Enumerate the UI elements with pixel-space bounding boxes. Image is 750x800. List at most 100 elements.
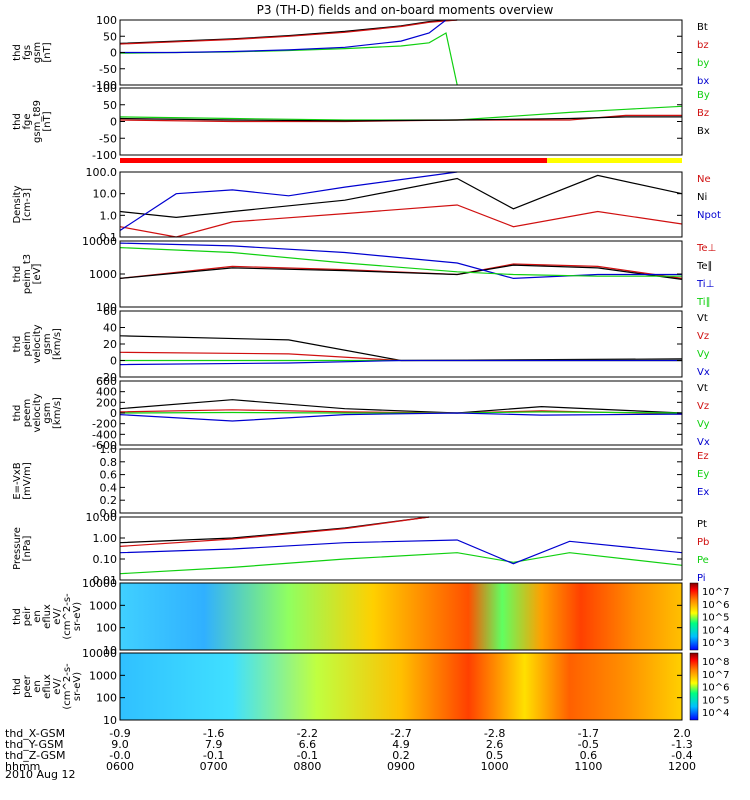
legend-entry: Vt xyxy=(697,313,708,324)
legend-entry: Npot xyxy=(697,210,721,221)
y-tick-label: 0.01 xyxy=(93,574,118,587)
xaxis-value: -0.1 xyxy=(203,749,224,762)
series-line xyxy=(119,412,683,422)
y-tick-label: 0 xyxy=(110,47,117,60)
panel-ylabel: E=-VxB xyxy=(12,462,23,499)
series-line xyxy=(119,171,458,232)
y-tick-label: 0.8 xyxy=(100,456,118,469)
y-tick-label: 10 xyxy=(103,644,117,657)
xaxis-value: -0.9 xyxy=(109,727,130,740)
xaxis-value: 4.9 xyxy=(392,738,410,751)
panel-ylabel: peir xyxy=(22,606,33,626)
y-tick-label: 0.2 xyxy=(100,494,118,507)
panel-ylabel: [km/s] xyxy=(52,328,63,360)
legend-entry: Te∥ xyxy=(696,261,713,272)
y-tick-label: 0 xyxy=(110,407,117,420)
legend-entry: Ez xyxy=(697,451,709,462)
panel-ylabel: thd xyxy=(12,608,23,625)
legend-entry: Bt xyxy=(697,22,708,33)
panel-ylabel: [km/s] xyxy=(52,397,63,429)
legend-entry: Ne xyxy=(697,174,711,185)
panel-frame xyxy=(119,171,683,238)
panel-ylabel: velocity xyxy=(32,324,43,363)
legend-entry: Pe xyxy=(697,555,709,566)
colorbar xyxy=(689,652,699,721)
colorbar-tick-label: 10^6 xyxy=(702,600,729,611)
panel-ylabel: thd xyxy=(12,44,23,61)
series-line xyxy=(119,19,458,45)
legend-entry: Vz xyxy=(697,331,709,342)
panel-ylabel: (cm^2-s- xyxy=(62,593,73,640)
legend-entry: Ni xyxy=(697,192,707,203)
colorbar-tick-label: 10^7 xyxy=(702,670,729,681)
panel-ylabel: peim_t3 xyxy=(22,254,33,294)
panel-ylabel: sr-eV) xyxy=(72,672,83,701)
series-line xyxy=(119,242,682,280)
panel-ylabel: [eV] xyxy=(32,264,43,285)
xaxis-value: 1100 xyxy=(574,760,602,773)
date-label: 2010 Aug 12 xyxy=(5,768,75,781)
colorbar-tick-label: 10^5 xyxy=(702,695,729,706)
spectrogram xyxy=(120,653,682,720)
legend-entry: Ey xyxy=(697,469,709,480)
panel-ylabel: fge xyxy=(22,113,33,129)
y-tick-label: 1000 xyxy=(89,599,117,612)
series-line xyxy=(119,264,683,280)
panel-ylabel: thd xyxy=(12,336,23,353)
panel-ylabel: thd xyxy=(12,678,23,695)
y-tick-label: 10000 xyxy=(82,577,117,590)
y-tick-label: 100 xyxy=(96,301,117,314)
spectrogram xyxy=(120,583,682,650)
y-tick-label: 10 xyxy=(103,714,117,727)
y-tick-label: -20 xyxy=(99,371,117,384)
panel-ylabel: [cm-3] xyxy=(22,188,33,221)
panel-ylabel: eV/ xyxy=(52,608,63,625)
panel-ylabel: gsm xyxy=(42,333,53,354)
panel-ylabel: [nPa] xyxy=(22,535,33,561)
legend-entry: Te⊥ xyxy=(696,243,716,254)
xaxis-value: -2.2 xyxy=(297,727,318,740)
y-tick-label: 0 xyxy=(110,355,117,368)
y-tick-label: 0.10 xyxy=(93,553,118,566)
legend-entry: Bx xyxy=(697,126,710,137)
panel-frame xyxy=(119,582,683,651)
panel-ylabel: peer xyxy=(22,674,33,698)
legend-entry: Vy xyxy=(697,419,710,430)
mode-bar-red xyxy=(120,158,548,163)
xaxis-row-label: thd_X-GSM xyxy=(5,727,65,740)
panel-frame xyxy=(119,516,683,581)
series-line xyxy=(119,399,683,414)
y-tick-label: -400 xyxy=(92,428,117,441)
legend-entry: bx xyxy=(697,76,709,87)
y-tick-label: 100 xyxy=(96,622,117,635)
legend-entry: Vz xyxy=(697,401,709,412)
legend-entry: Vt xyxy=(697,383,708,394)
mode-bar-yellow xyxy=(547,158,682,163)
y-tick-label: 1.0 xyxy=(100,209,118,222)
colorbar-tick-label: 10^3 xyxy=(702,638,729,649)
xaxis-value: -0.1 xyxy=(297,749,318,762)
colorbar-tick-label: 10^7 xyxy=(702,587,729,598)
y-tick-label: 0.1 xyxy=(100,231,118,244)
panel-frame xyxy=(119,448,683,514)
y-tick-label: 0.4 xyxy=(100,481,118,494)
panel-ylabel: Density xyxy=(12,185,23,223)
y-tick-label: 0.0 xyxy=(100,507,118,520)
panel-frame xyxy=(119,310,683,378)
legend-entry: by xyxy=(697,58,709,69)
y-tick-label: 100.0 xyxy=(86,166,118,179)
legend-entry: Ex xyxy=(697,487,709,498)
panel-ylabel: fgs xyxy=(22,45,33,60)
y-tick-label: 100 xyxy=(96,82,117,95)
y-tick-label: 100 xyxy=(96,14,117,27)
y-tick-label: 0 xyxy=(110,116,117,129)
y-tick-label: 1000 xyxy=(89,669,117,682)
y-tick-label: 100 xyxy=(96,692,117,705)
colorbar-tick-label: 10^5 xyxy=(702,613,729,624)
xaxis-value: 2.0 xyxy=(673,727,691,740)
legend-entry: Pb xyxy=(697,537,709,548)
colorbar-tick-label: 10^6 xyxy=(702,683,729,694)
y-tick-label: 1.00 xyxy=(93,532,118,545)
panel-ylabel: peem xyxy=(22,399,33,427)
